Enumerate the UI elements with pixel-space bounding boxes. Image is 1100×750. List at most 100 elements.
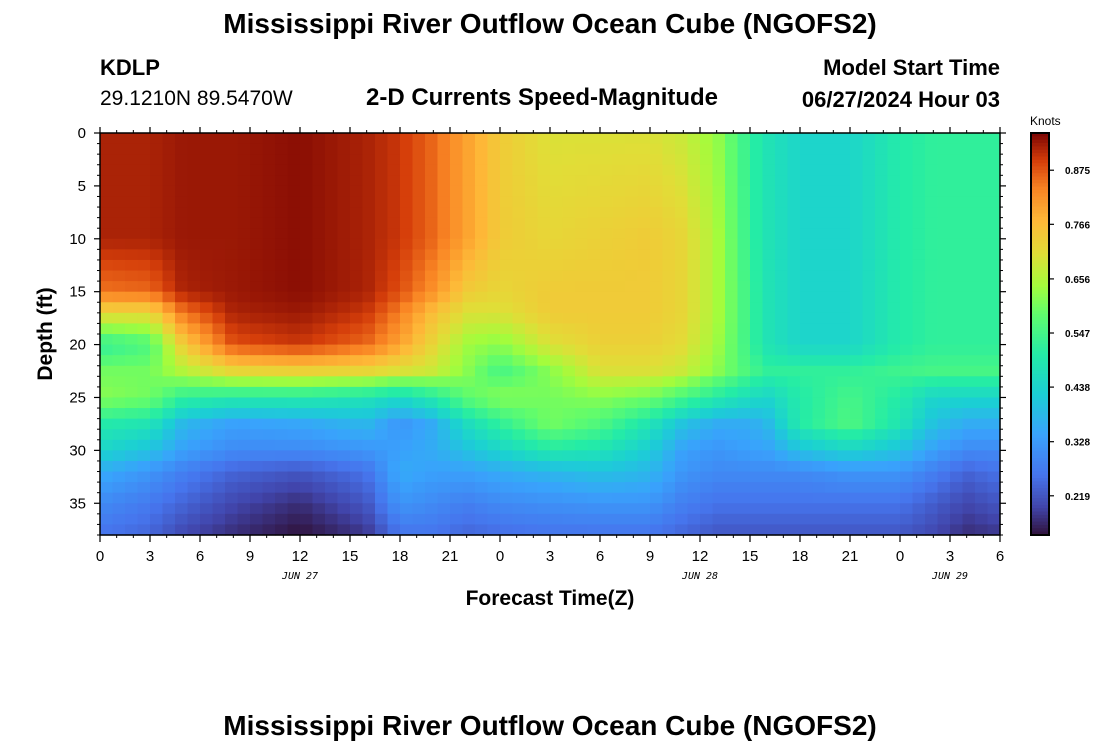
- heatmap-cell: [112, 397, 126, 409]
- heatmap-cell: [412, 154, 426, 166]
- heatmap-cell: [725, 154, 739, 166]
- heatmap-cell: [725, 259, 739, 272]
- heatmap-cell: [300, 492, 314, 504]
- heatmap-cell: [450, 334, 464, 346]
- heatmap-cell: [325, 259, 339, 272]
- heatmap-cell: [962, 302, 976, 314]
- heatmap-cell: [912, 249, 926, 261]
- heatmap-cell: [712, 397, 726, 409]
- heatmap-cell: [750, 492, 764, 504]
- heatmap-cell: [587, 397, 601, 409]
- heatmap-cell: [162, 175, 176, 187]
- heatmap-cell: [437, 344, 451, 356]
- heatmap-cell: [475, 312, 489, 325]
- heatmap-cell: [937, 259, 951, 272]
- heatmap-cell: [750, 460, 764, 473]
- heatmap-cell: [662, 185, 676, 198]
- heatmap-cell: [912, 429, 926, 441]
- heatmap-cell: [275, 376, 289, 388]
- heatmap-cell: [175, 175, 189, 187]
- heatmap-cell: [612, 259, 626, 272]
- heatmap-cell: [225, 143, 239, 155]
- heatmap-cell: [800, 217, 814, 229]
- heatmap-cell: [250, 460, 264, 473]
- heatmap-cell: [687, 355, 701, 367]
- heatmap-cell: [262, 291, 276, 303]
- heatmap-cell: [662, 270, 676, 282]
- heatmap-cell: [537, 238, 551, 250]
- heatmap-cell: [125, 207, 139, 219]
- heatmap-cell: [512, 408, 526, 420]
- heatmap-cell: [762, 143, 776, 155]
- heatmap-cell: [937, 355, 951, 367]
- heatmap-cell: [887, 450, 901, 462]
- heatmap-cell: [450, 259, 464, 272]
- heatmap-cell: [750, 207, 764, 219]
- heatmap-cell: [675, 513, 689, 526]
- heatmap-cell: [425, 185, 439, 198]
- heatmap-cell: [537, 355, 551, 367]
- heatmap-cell: [150, 503, 164, 515]
- heatmap-cell: [875, 259, 889, 272]
- heatmap-cell: [837, 408, 851, 420]
- heatmap-cell: [550, 439, 564, 451]
- heatmap-cell: [425, 270, 439, 282]
- heatmap-cell: [750, 259, 764, 272]
- heatmap-cell: [500, 450, 514, 462]
- heatmap-cell: [437, 492, 451, 504]
- heatmap-cell: [900, 185, 914, 198]
- heatmap-cell: [787, 503, 801, 515]
- heatmap-cell: [637, 376, 651, 388]
- heatmap-cell: [762, 249, 776, 261]
- heatmap-cell: [212, 460, 226, 473]
- heatmap-cell: [700, 185, 714, 198]
- heatmap-cell: [437, 259, 451, 272]
- heatmap-cell: [550, 185, 564, 198]
- heatmap-cell: [812, 397, 826, 409]
- heatmap-cell: [862, 482, 876, 494]
- heatmap-cell: [325, 143, 339, 155]
- heatmap-cell: [250, 133, 264, 145]
- heatmap-cell: [400, 418, 414, 430]
- heatmap-cell: [650, 471, 664, 483]
- heatmap-cell: [812, 450, 826, 462]
- heatmap-cell: [650, 334, 664, 346]
- heatmap-cell: [112, 439, 126, 451]
- heatmap-cell: [587, 376, 601, 388]
- heatmap-cell: [637, 386, 651, 399]
- heatmap-cell: [900, 355, 914, 367]
- heatmap-cell: [975, 429, 989, 441]
- heatmap-cell: [712, 249, 726, 261]
- heatmap-cell: [387, 175, 401, 187]
- heatmap-cell: [500, 143, 514, 155]
- heatmap-cell: [775, 386, 789, 399]
- heatmap-cell: [137, 471, 151, 483]
- colorbar-segment: [1031, 514, 1049, 519]
- heatmap-cell: [775, 439, 789, 451]
- heatmap-cell: [350, 207, 364, 219]
- heatmap-cell: [400, 228, 414, 240]
- heatmap-cell: [837, 492, 851, 504]
- heatmap-cell: [387, 397, 401, 409]
- heatmap-cell: [512, 323, 526, 335]
- heatmap-cell: [187, 196, 201, 208]
- heatmap-cell: [962, 429, 976, 441]
- heatmap-cell: [150, 312, 164, 325]
- heatmap-cell: [850, 513, 864, 526]
- heatmap-cell: [737, 249, 751, 261]
- heatmap-cell: [150, 418, 164, 430]
- heatmap-cell: [737, 492, 751, 504]
- heatmap-cell: [425, 154, 439, 166]
- heatmap-cell: [762, 291, 776, 303]
- heatmap-cell: [600, 503, 614, 515]
- heatmap-cell: [300, 175, 314, 187]
- heatmap-cell: [200, 154, 214, 166]
- heatmap-cell: [787, 334, 801, 346]
- heatmap-cell: [237, 439, 251, 451]
- heatmap-cell: [975, 259, 989, 272]
- heatmap-cell: [400, 207, 414, 219]
- heatmap-cell: [337, 291, 351, 303]
- heatmap-cell: [925, 312, 939, 325]
- heatmap-cell: [700, 196, 714, 208]
- heatmap-cell: [487, 281, 501, 293]
